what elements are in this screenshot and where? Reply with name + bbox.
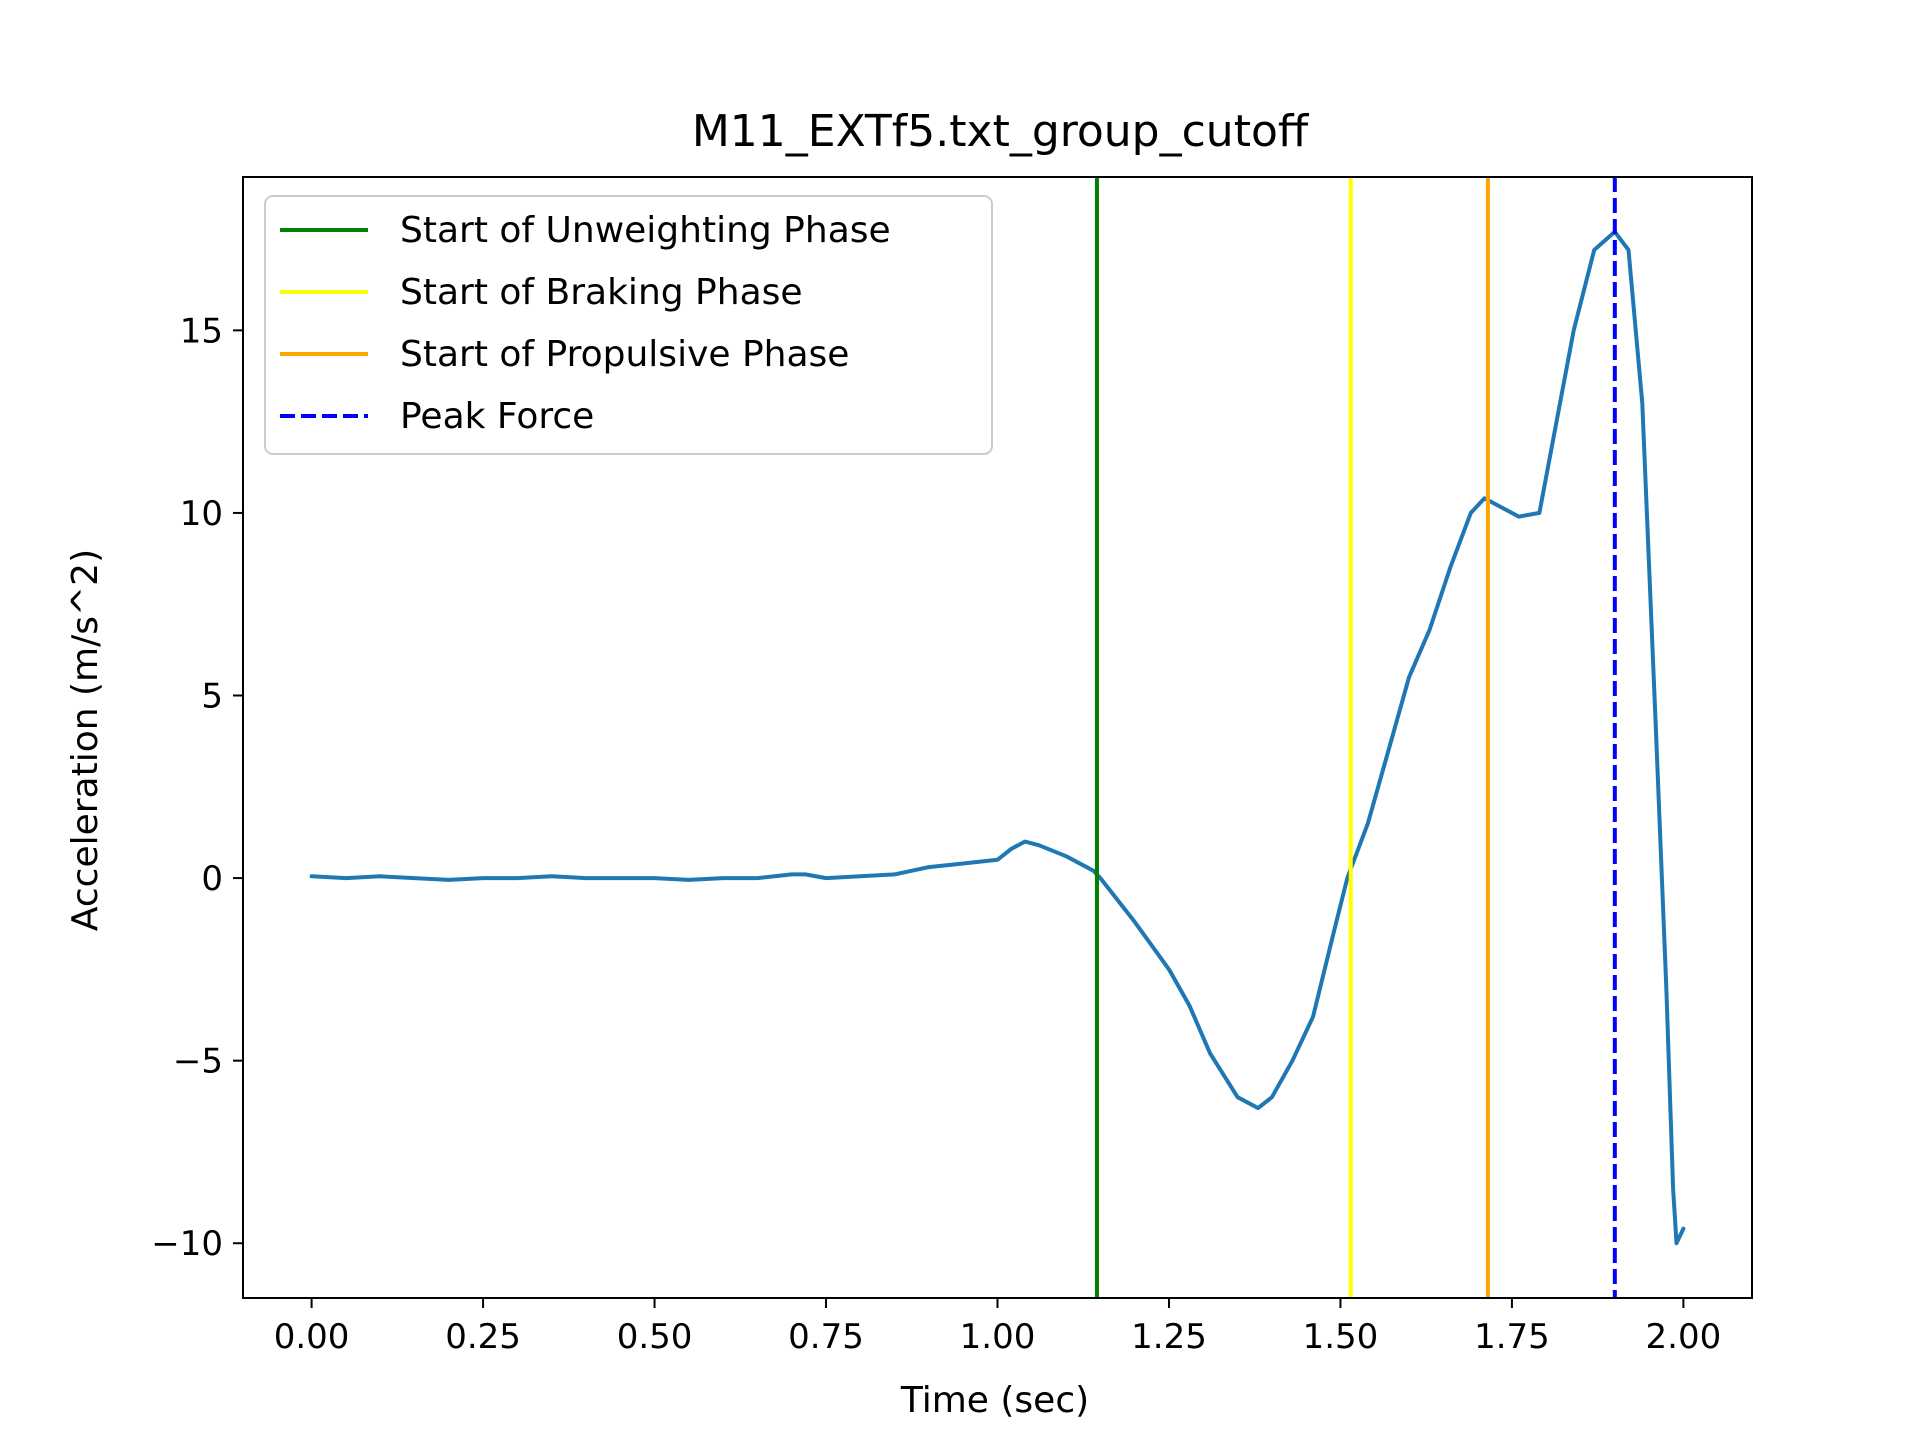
x-tick-label: 1.50 [1303,1317,1379,1357]
x-tick-label: 0.00 [274,1317,350,1357]
x-tick-label: 2.00 [1646,1317,1722,1357]
x-tick-label: 1.75 [1474,1317,1550,1357]
plot-layer [309,177,1686,1298]
axes-layer: 0.00 0.25 0.50 0.75 1.00 1.25 1.50 1.75 2.00 −10 −… [151,176,1753,1357]
x-tick-label: 1.00 [960,1317,1036,1357]
y-tick-label: 10 [180,494,223,534]
y-tick-label: 5 [201,677,223,717]
x-axis-label: Time (sec) [900,1380,1089,1421]
legend-label: Peak Force [400,396,594,437]
legend-label: Start of Propulsive Phase [400,334,849,375]
y-tick-label: −10 [151,1224,223,1264]
x-tick-label: 1.25 [1131,1317,1207,1357]
legend-label: Start of Braking Phase [400,272,803,313]
plot-area [309,177,1686,1298]
series-line-0 [309,229,1686,1246]
x-tick-label: 0.75 [788,1317,864,1357]
legend-box [264,195,993,455]
y-axis-label: Acceleration (m/s^2) [65,549,106,931]
x-tick-label: 0.50 [617,1317,693,1357]
y-tick-label: −5 [173,1042,223,1082]
y-tick-label: 0 [201,859,223,899]
x-tick-label: 0.25 [445,1317,521,1357]
legend-label: Start of Unweighting Phase [400,210,891,251]
legend: Start of Unweighting Phase Start of Braki… [264,195,993,455]
y-tick-label: 15 [180,311,223,351]
chart-title: M11_EXTf5.txt_group_cutoff [692,106,1310,157]
